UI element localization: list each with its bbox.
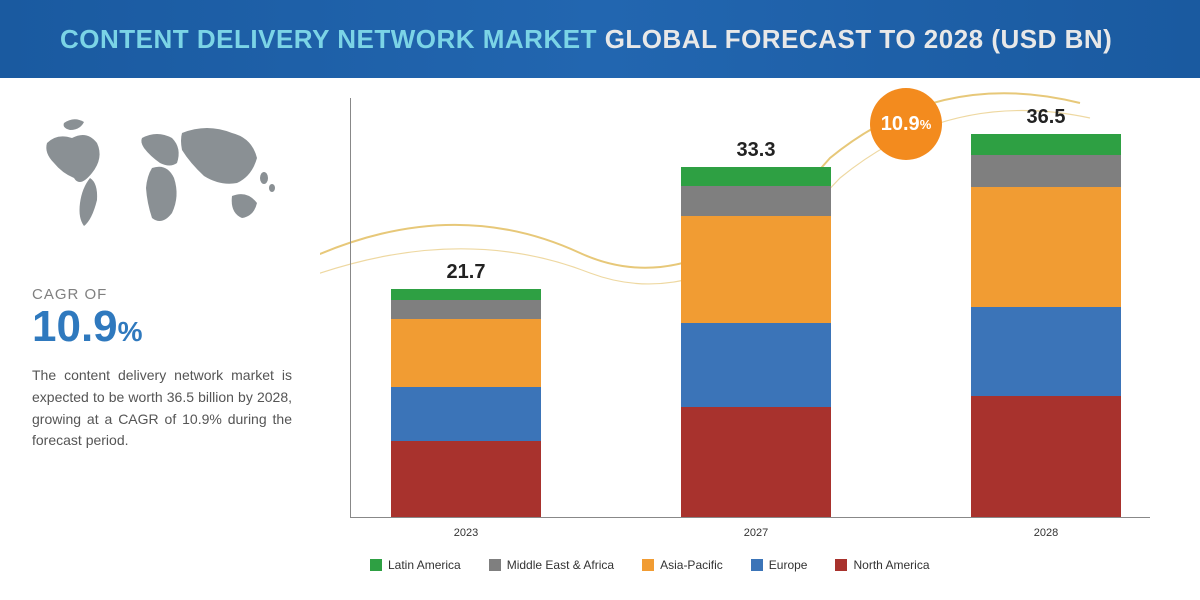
segment-latin-america [391,289,541,300]
chart-plot-area: 202321.7 202733.3 202836.5 [350,98,1150,518]
legend-swatch [489,559,501,571]
bar-2027: 202733.3 [681,167,831,517]
segment-asia-pacific [971,187,1121,307]
bar-2023: 202321.7 [391,289,541,517]
segment-europe [681,323,831,407]
segment-latin-america [971,134,1121,155]
badge-value: 10.9 [881,113,920,136]
legend-label: Europe [769,558,808,572]
legend-item: North America [835,558,929,572]
segment-latin-america [681,167,831,186]
cagr-badge: 10.9% [870,88,942,160]
content-row: CAGR OF 10.9% The content delivery netwo… [0,78,1200,600]
segment-north-america [971,396,1121,517]
segment-north-america [681,407,831,517]
legend-label: Middle East & Africa [507,558,614,572]
chart-legend: Latin America Middle East & Africa Asia-Pa… [370,558,1160,572]
segment-middle-east-africa [681,186,831,215]
legend-item: Asia-Pacific [642,558,723,572]
chart-panel: 202321.7202733.3202836.5 10.9% Latin Ame… [320,78,1200,600]
segment-europe [971,307,1121,396]
cagr-pct: % [118,316,143,347]
badge-pct: % [920,117,932,132]
segment-middle-east-africa [391,300,541,319]
left-panel: CAGR OF 10.9% The content delivery netwo… [0,78,320,600]
cagr-value: 10.9% [32,303,300,351]
legend-label: Latin America [388,558,461,572]
legend-item: Europe [751,558,808,572]
header-banner: CONTENT DELIVERY NETWORK MARKET GLOBAL F… [0,0,1200,78]
legend-item: Latin America [370,558,461,572]
segment-europe [391,387,541,442]
bar-total-label: 33.3 [681,139,831,162]
bar-total-label: 21.7 [391,261,541,284]
bar-2028: 202836.5 [971,134,1121,517]
title-highlight: CONTENT DELIVERY NETWORK MARKET [60,24,597,54]
bar-year-label: 2028 [971,527,1121,539]
legend-swatch [370,559,382,571]
legend-swatch [751,559,763,571]
title-rest: GLOBAL FORECAST TO 2028 (USD BN) [605,24,1113,54]
legend-label: North America [853,558,929,572]
legend-swatch [642,559,654,571]
page-title: CONTENT DELIVERY NETWORK MARKET GLOBAL F… [60,24,1112,55]
cagr-number: 10.9 [32,302,118,351]
bar-total-label: 36.5 [971,106,1121,129]
summary-text: The content delivery network market is e… [32,365,292,452]
segment-north-america [391,441,541,517]
segment-middle-east-africa [971,155,1121,188]
segment-asia-pacific [391,319,541,387]
legend-swatch [835,559,847,571]
bar-year-label: 2027 [681,527,831,539]
bar-year-label: 2023 [391,527,541,539]
world-map-icon [32,108,292,253]
legend-item: Middle East & Africa [489,558,614,572]
legend-label: Asia-Pacific [660,558,723,572]
cagr-label: CAGR OF [32,286,300,303]
segment-asia-pacific [681,216,831,323]
